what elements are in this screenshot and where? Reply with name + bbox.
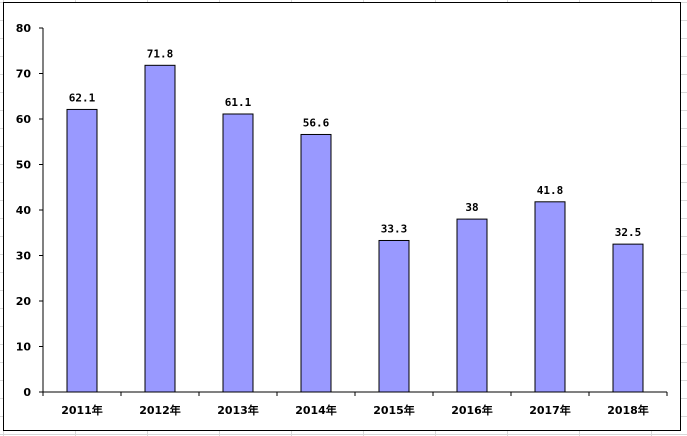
y-axis: 0 10 20 30 40 50 60 70 80 — [16, 22, 44, 399]
x-tick-label: 2015年 — [373, 403, 415, 417]
bar-value-label: 56.6 — [303, 116, 330, 129]
y-tick-label: 20 — [16, 295, 32, 308]
x-tick-label: 2014年 — [295, 403, 337, 417]
x-tick-label: 2017年 — [529, 403, 571, 417]
x-tick-label: 2012年 — [139, 403, 181, 417]
x-axis: 2011年 2012年 2013年 2014年 2015年 2016年 2017年 2018年 — [42, 391, 668, 417]
bar[interactable] — [612, 243, 644, 393]
y-tick-label: 70 — [16, 68, 32, 81]
y-tick-label: 30 — [16, 250, 32, 263]
bar-value-label: 62.1 — [69, 91, 96, 104]
bar-value-label: 61.1 — [225, 96, 252, 109]
bar[interactable] — [66, 108, 98, 393]
bar[interactable] — [534, 201, 566, 393]
bar[interactable] — [144, 64, 176, 393]
bar-value-label: 33.3 — [381, 222, 408, 235]
chart-area[interactable] — [3, 2, 681, 431]
data-labels: 62.1 71.8 61.1 56.6 33.3 38 41.8 32.5 — [69, 47, 642, 239]
x-tick-label: 2018年 — [607, 403, 649, 417]
bar-value-label: 71.8 — [147, 47, 174, 60]
y-tick-label: 50 — [16, 159, 32, 172]
bar-value-label: 32.5 — [615, 226, 642, 239]
bar[interactable] — [378, 239, 410, 393]
bar[interactable] — [456, 218, 488, 393]
bar-value-label: 38 — [465, 201, 478, 214]
y-tick-label: 60 — [16, 113, 32, 126]
bars — [66, 64, 644, 393]
bar-value-label: 41.8 — [537, 184, 564, 197]
y-tick-label: 40 — [16, 204, 32, 217]
x-tick-label: 2016年 — [451, 403, 493, 417]
x-tick-label: 2011年 — [61, 403, 103, 417]
y-tick-label: 80 — [16, 22, 32, 35]
y-tick-label: 0 — [23, 386, 31, 399]
bar[interactable] — [300, 133, 332, 393]
bar[interactable] — [222, 113, 254, 393]
x-tick-label: 2013年 — [217, 403, 259, 417]
y-tick-label: 10 — [16, 341, 32, 354]
